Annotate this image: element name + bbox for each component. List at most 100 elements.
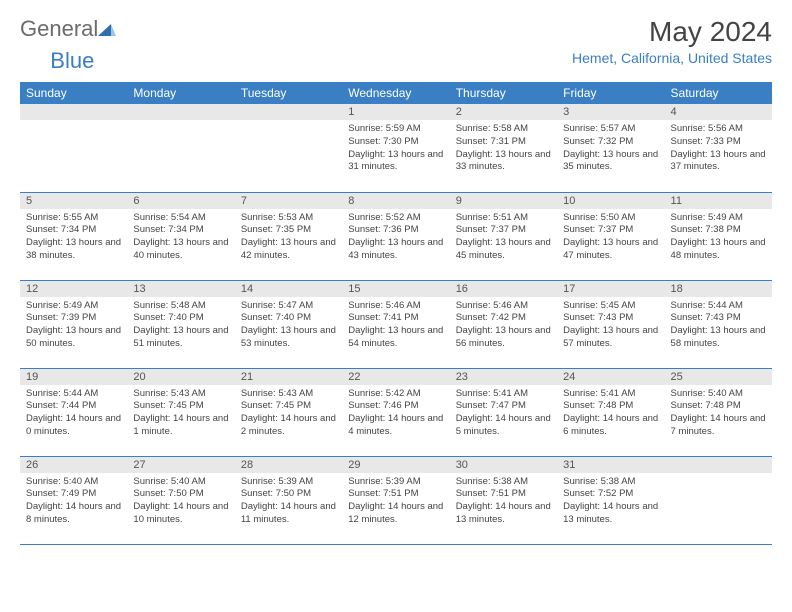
calendar-cell: 3Sunrise: 5:57 AMSunset: 7:32 PMDaylight… [557, 104, 664, 192]
calendar-cell: 18Sunrise: 5:44 AMSunset: 7:43 PMDayligh… [665, 280, 772, 368]
day-body: Sunrise: 5:59 AMSunset: 7:30 PMDaylight:… [342, 120, 449, 180]
day-number-empty [665, 457, 772, 473]
day-body: Sunrise: 5:57 AMSunset: 7:32 PMDaylight:… [557, 120, 664, 180]
logo-text-general: General [20, 16, 98, 42]
sunrise-line: Sunrise: 5:43 AM [241, 388, 336, 401]
day-body: Sunrise: 5:50 AMSunset: 7:37 PMDaylight:… [557, 209, 664, 269]
sunset-line: Sunset: 7:40 PM [241, 312, 336, 325]
calendar-row: 1Sunrise: 5:59 AMSunset: 7:30 PMDaylight… [20, 104, 772, 192]
calendar-row: 19Sunrise: 5:44 AMSunset: 7:44 PMDayligh… [20, 368, 772, 456]
sunset-line: Sunset: 7:37 PM [563, 224, 658, 237]
sunset-line: Sunset: 7:46 PM [348, 400, 443, 413]
day-number-empty [20, 104, 127, 120]
weekday-header: Friday [557, 82, 664, 104]
sunset-line: Sunset: 7:43 PM [563, 312, 658, 325]
calendar-row: 26Sunrise: 5:40 AMSunset: 7:49 PMDayligh… [20, 456, 772, 544]
calendar-cell: 22Sunrise: 5:42 AMSunset: 7:46 PMDayligh… [342, 368, 449, 456]
day-body: Sunrise: 5:39 AMSunset: 7:51 PMDaylight:… [342, 473, 449, 533]
daylight-line: Daylight: 13 hours and 33 minutes. [456, 149, 551, 175]
weekday-header: Monday [127, 82, 234, 104]
day-number: 30 [450, 457, 557, 473]
sunset-line: Sunset: 7:48 PM [563, 400, 658, 413]
sunset-line: Sunset: 7:50 PM [133, 488, 228, 501]
day-body: Sunrise: 5:44 AMSunset: 7:44 PMDaylight:… [20, 385, 127, 445]
daylight-line: Daylight: 13 hours and 54 minutes. [348, 325, 443, 351]
day-body: Sunrise: 5:39 AMSunset: 7:50 PMDaylight:… [235, 473, 342, 533]
sunrise-line: Sunrise: 5:44 AM [671, 300, 766, 313]
sunrise-line: Sunrise: 5:55 AM [26, 212, 121, 225]
day-body: Sunrise: 5:56 AMSunset: 7:33 PMDaylight:… [665, 120, 772, 180]
day-number: 25 [665, 369, 772, 385]
sunset-line: Sunset: 7:45 PM [133, 400, 228, 413]
day-number: 21 [235, 369, 342, 385]
day-body: Sunrise: 5:51 AMSunset: 7:37 PMDaylight:… [450, 209, 557, 269]
weekday-header: Thursday [450, 82, 557, 104]
calendar-cell: 25Sunrise: 5:40 AMSunset: 7:48 PMDayligh… [665, 368, 772, 456]
calendar-cell: 13Sunrise: 5:48 AMSunset: 7:40 PMDayligh… [127, 280, 234, 368]
sunset-line: Sunset: 7:44 PM [26, 400, 121, 413]
calendar-cell: 19Sunrise: 5:44 AMSunset: 7:44 PMDayligh… [20, 368, 127, 456]
day-number-empty [127, 104, 234, 120]
day-body: Sunrise: 5:48 AMSunset: 7:40 PMDaylight:… [127, 297, 234, 357]
day-number: 12 [20, 281, 127, 297]
sunset-line: Sunset: 7:45 PM [241, 400, 336, 413]
daylight-line: Daylight: 13 hours and 57 minutes. [563, 325, 658, 351]
sunrise-line: Sunrise: 5:56 AM [671, 123, 766, 136]
calendar-cell: 8Sunrise: 5:52 AMSunset: 7:36 PMDaylight… [342, 192, 449, 280]
calendar-cell: 12Sunrise: 5:49 AMSunset: 7:39 PMDayligh… [20, 280, 127, 368]
weekday-header-row: SundayMondayTuesdayWednesdayThursdayFrid… [20, 82, 772, 104]
day-number: 29 [342, 457, 449, 473]
calendar-cell: 6Sunrise: 5:54 AMSunset: 7:34 PMDaylight… [127, 192, 234, 280]
day-number: 18 [665, 281, 772, 297]
day-number: 9 [450, 193, 557, 209]
calendar-cell: 17Sunrise: 5:45 AMSunset: 7:43 PMDayligh… [557, 280, 664, 368]
calendar-cell: 28Sunrise: 5:39 AMSunset: 7:50 PMDayligh… [235, 456, 342, 544]
sunset-line: Sunset: 7:42 PM [456, 312, 551, 325]
daylight-line: Daylight: 14 hours and 10 minutes. [133, 501, 228, 527]
sunset-line: Sunset: 7:50 PM [241, 488, 336, 501]
sunrise-line: Sunrise: 5:48 AM [133, 300, 228, 313]
sunrise-line: Sunrise: 5:50 AM [563, 212, 658, 225]
calendar-cell: 23Sunrise: 5:41 AMSunset: 7:47 PMDayligh… [450, 368, 557, 456]
calendar-cell: 14Sunrise: 5:47 AMSunset: 7:40 PMDayligh… [235, 280, 342, 368]
day-number: 10 [557, 193, 664, 209]
day-number-empty [235, 104, 342, 120]
day-body: Sunrise: 5:47 AMSunset: 7:40 PMDaylight:… [235, 297, 342, 357]
daylight-line: Daylight: 14 hours and 2 minutes. [241, 413, 336, 439]
daylight-line: Daylight: 14 hours and 0 minutes. [26, 413, 121, 439]
day-body: Sunrise: 5:44 AMSunset: 7:43 PMDaylight:… [665, 297, 772, 357]
day-body: Sunrise: 5:45 AMSunset: 7:43 PMDaylight:… [557, 297, 664, 357]
day-number: 5 [20, 193, 127, 209]
day-number: 23 [450, 369, 557, 385]
day-number: 28 [235, 457, 342, 473]
daylight-line: Daylight: 13 hours and 31 minutes. [348, 149, 443, 175]
sunrise-line: Sunrise: 5:38 AM [456, 476, 551, 489]
sunset-line: Sunset: 7:34 PM [26, 224, 121, 237]
day-body: Sunrise: 5:41 AMSunset: 7:48 PMDaylight:… [557, 385, 664, 445]
day-number: 19 [20, 369, 127, 385]
day-body: Sunrise: 5:41 AMSunset: 7:47 PMDaylight:… [450, 385, 557, 445]
calendar-cell: 26Sunrise: 5:40 AMSunset: 7:49 PMDayligh… [20, 456, 127, 544]
day-number: 20 [127, 369, 234, 385]
day-body: Sunrise: 5:49 AMSunset: 7:38 PMDaylight:… [665, 209, 772, 269]
day-body: Sunrise: 5:40 AMSunset: 7:49 PMDaylight:… [20, 473, 127, 533]
sunrise-line: Sunrise: 5:53 AM [241, 212, 336, 225]
day-number: 22 [342, 369, 449, 385]
day-number: 17 [557, 281, 664, 297]
day-number: 6 [127, 193, 234, 209]
sunset-line: Sunset: 7:40 PM [133, 312, 228, 325]
day-number: 8 [342, 193, 449, 209]
calendar-cell: 2Sunrise: 5:58 AMSunset: 7:31 PMDaylight… [450, 104, 557, 192]
daylight-line: Daylight: 13 hours and 51 minutes. [133, 325, 228, 351]
day-body: Sunrise: 5:52 AMSunset: 7:36 PMDaylight:… [342, 209, 449, 269]
daylight-line: Daylight: 13 hours and 45 minutes. [456, 237, 551, 263]
day-body: Sunrise: 5:58 AMSunset: 7:31 PMDaylight:… [450, 120, 557, 180]
day-number: 2 [450, 104, 557, 120]
logo-triangle-icon [98, 16, 116, 42]
day-body: Sunrise: 5:55 AMSunset: 7:34 PMDaylight:… [20, 209, 127, 269]
sunset-line: Sunset: 7:47 PM [456, 400, 551, 413]
daylight-line: Daylight: 13 hours and 48 minutes. [671, 237, 766, 263]
day-body: Sunrise: 5:53 AMSunset: 7:35 PMDaylight:… [235, 209, 342, 269]
calendar-cell: 20Sunrise: 5:43 AMSunset: 7:45 PMDayligh… [127, 368, 234, 456]
calendar-row: 5Sunrise: 5:55 AMSunset: 7:34 PMDaylight… [20, 192, 772, 280]
